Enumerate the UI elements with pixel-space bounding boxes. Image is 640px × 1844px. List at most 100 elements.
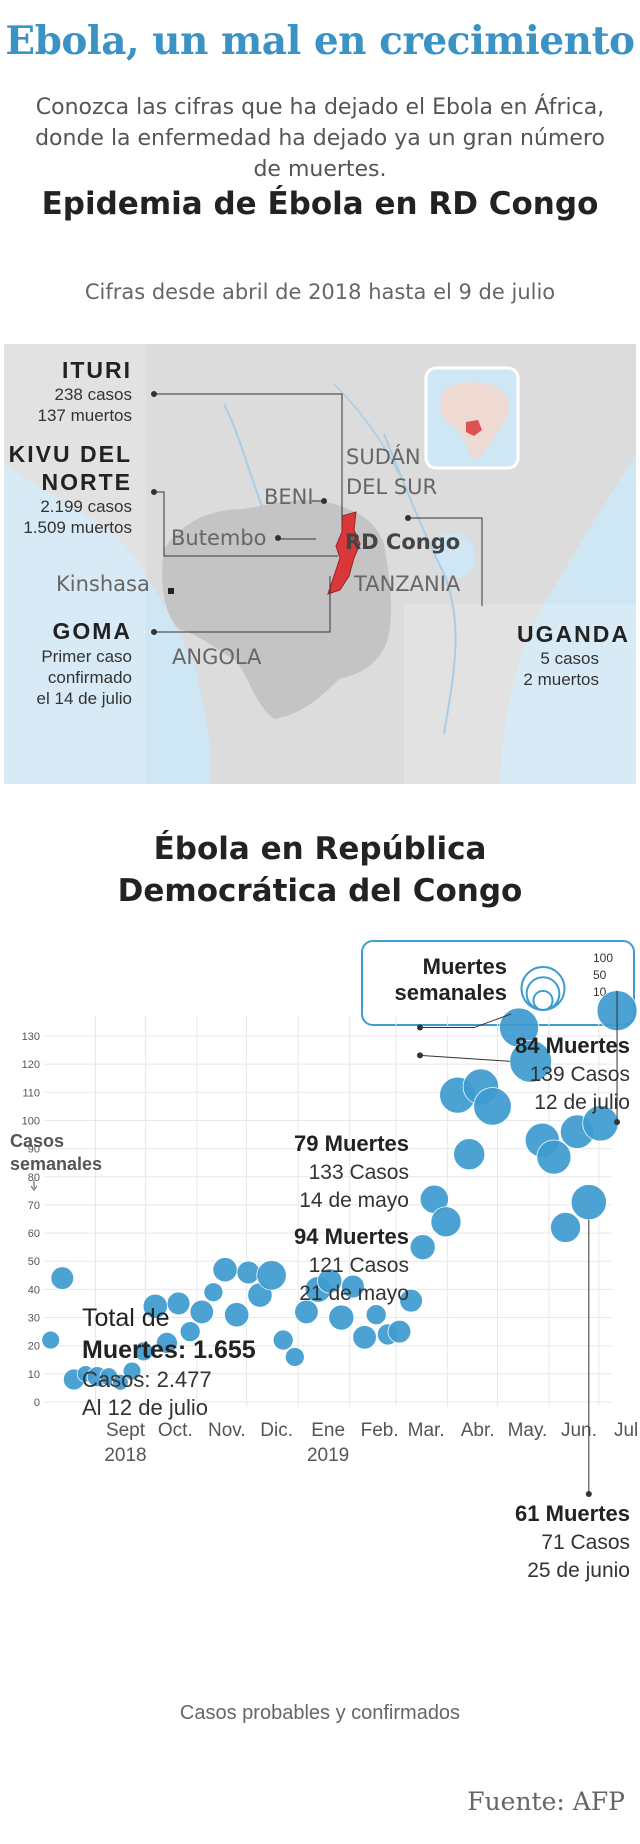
y-tick-label: 100: [22, 1115, 40, 1127]
annotation-1-deaths: 84 Muertes: [515, 1033, 630, 1058]
data-point: [166, 1291, 191, 1316]
kivu-dot: [151, 489, 157, 495]
x-tick-label: Abr.: [461, 1420, 495, 1441]
annotation-1-cases: 139 Casos: [530, 1063, 630, 1086]
map-ocean-west: [4, 464, 211, 784]
x-tick-label-year: 2019: [307, 1445, 349, 1466]
label-goma: GOMA: [52, 618, 132, 644]
chart-title-line2: Democrática del Congo: [117, 873, 523, 909]
goma-dot: [151, 629, 157, 635]
size-legend-circles: 100 50 10: [520, 951, 613, 1012]
label-kivu-1: KIVU DEL: [9, 441, 132, 467]
data-point: [352, 1325, 377, 1350]
annotation-1-dot: [614, 1119, 621, 1125]
label-sudan-1: SUDÁN: [346, 444, 421, 469]
label-beni: BENI: [264, 485, 314, 509]
y-tick-label: 110: [22, 1087, 40, 1099]
data-point: [365, 1304, 387, 1326]
data-point: [179, 1321, 201, 1343]
data-point: [133, 1341, 154, 1362]
annotation-4-date: 25 de junio: [527, 1559, 630, 1582]
y-tick-label: 130: [22, 1031, 40, 1043]
data-point: [112, 1373, 129, 1391]
data-point: [41, 1330, 60, 1350]
uganda-dot: [405, 515, 411, 521]
map-ocean-east: [499, 454, 636, 784]
map-river: [333, 383, 400, 475]
butembo-dot: [275, 535, 281, 541]
label-tanzania: TANZANIA: [353, 572, 461, 596]
data-point: [453, 1138, 486, 1171]
source-credit: Fuente: AFP: [467, 1787, 625, 1816]
data-point: [387, 1319, 412, 1344]
y-tick-label: 80: [28, 1172, 40, 1184]
data-point: [155, 1331, 178, 1354]
annotation-2-deaths: 79 Muertes: [294, 1131, 409, 1156]
annotation-4-dot: [585, 1491, 592, 1497]
y-tick-label: 90: [28, 1144, 40, 1156]
total-line4: Al 12 de julio: [82, 1395, 208, 1420]
annotation-3-deaths: 94 Muertes: [294, 1224, 409, 1249]
label-ituri-deaths: 137 muertos: [38, 406, 133, 425]
label-goma-1: Primer caso: [41, 647, 132, 666]
kivu-connector: [154, 491, 338, 557]
data-point: [50, 1266, 75, 1290]
x-tick-label: Sept: [106, 1420, 146, 1441]
x-tick-label: May.: [508, 1420, 548, 1441]
data-point: [224, 1302, 250, 1328]
map-affected-area: [327, 511, 361, 595]
x-tick-label: Oct.: [158, 1420, 193, 1441]
chart-title: Ébola en República Democrática del Congo: [0, 828, 640, 912]
label-ituri-cases: 238 casos: [55, 385, 133, 404]
data-point: [430, 1206, 462, 1238]
label-kivu-2: NORTE: [42, 469, 133, 495]
data-point: [122, 1361, 142, 1381]
y-tick-label: 20: [28, 1341, 40, 1353]
map-rd-congo: [162, 499, 392, 719]
page-title: Ebola, un mal en crecimiento: [5, 18, 635, 64]
kinshasa-marker: [168, 588, 174, 594]
scatter-chart: 0 10 20 30 40 50 60 70 80 90 100 110 120 130 Sept 2018…: [10, 990, 640, 1724]
label-kivu-deaths: 1.509 muertos: [23, 518, 132, 537]
map-lake: [434, 533, 475, 578]
label-sudan-2: DEL SUR: [346, 475, 437, 499]
size-legend-title: Muertes semanales: [367, 954, 507, 1006]
x-tick-label-year: 2018: [104, 1445, 146, 1466]
data-point: [236, 1260, 261, 1285]
y-tick-label: 30: [28, 1313, 40, 1325]
annotation-2-dot: [417, 1024, 423, 1031]
label-goma-3: el 14 de julio: [37, 689, 132, 708]
uganda-connector: [408, 517, 483, 606]
y-tick-label: 10: [28, 1369, 40, 1381]
map-subtitle: Cifras desde abril de 2018 hasta el 9 de…: [84, 280, 556, 304]
y-axis-arrow-head: [30, 1185, 38, 1191]
intro-text: Conozca las cifras que ha dejado el Ebol…: [35, 95, 605, 182]
data-point: [317, 1268, 343, 1294]
size-legend-value: 50: [593, 968, 607, 982]
map-overlay-left: [4, 344, 146, 784]
ituri-dot: [151, 391, 157, 397]
goma-connector: [154, 576, 331, 633]
data-point: [294, 1299, 319, 1325]
map: ITURI 238 casos 137 muertos KIVU DEL NOR…: [4, 344, 636, 784]
label-angola: ANGOLA: [172, 645, 262, 669]
label-uganda-cases: 5 casos: [540, 649, 599, 668]
chart-title-line1: Ébola en República: [153, 831, 487, 867]
ituri-connector: [154, 393, 343, 522]
annotation-2-line: [420, 1013, 512, 1029]
data-point: [536, 1139, 572, 1175]
y-tick-label: 60: [28, 1228, 40, 1240]
size-legend-title-1: Muertes: [422, 954, 507, 979]
data-point: [399, 1288, 423, 1313]
data-point: [409, 1234, 436, 1261]
y-axis-title-1: Casos: [10, 1131, 64, 1151]
size-legend-value: 10: [593, 985, 607, 999]
y-tick-label: 50: [28, 1256, 40, 1268]
map-title: Epidemia de Ébola en RD Congo: [41, 186, 599, 222]
size-legend-value: 100: [593, 951, 613, 965]
label-rd-congo: RD Congo: [345, 530, 460, 554]
total-line1: Total de: [82, 1304, 170, 1332]
x-tick-label: Ene: [311, 1420, 345, 1441]
data-point: [203, 1282, 224, 1303]
data-point: [473, 1087, 512, 1126]
